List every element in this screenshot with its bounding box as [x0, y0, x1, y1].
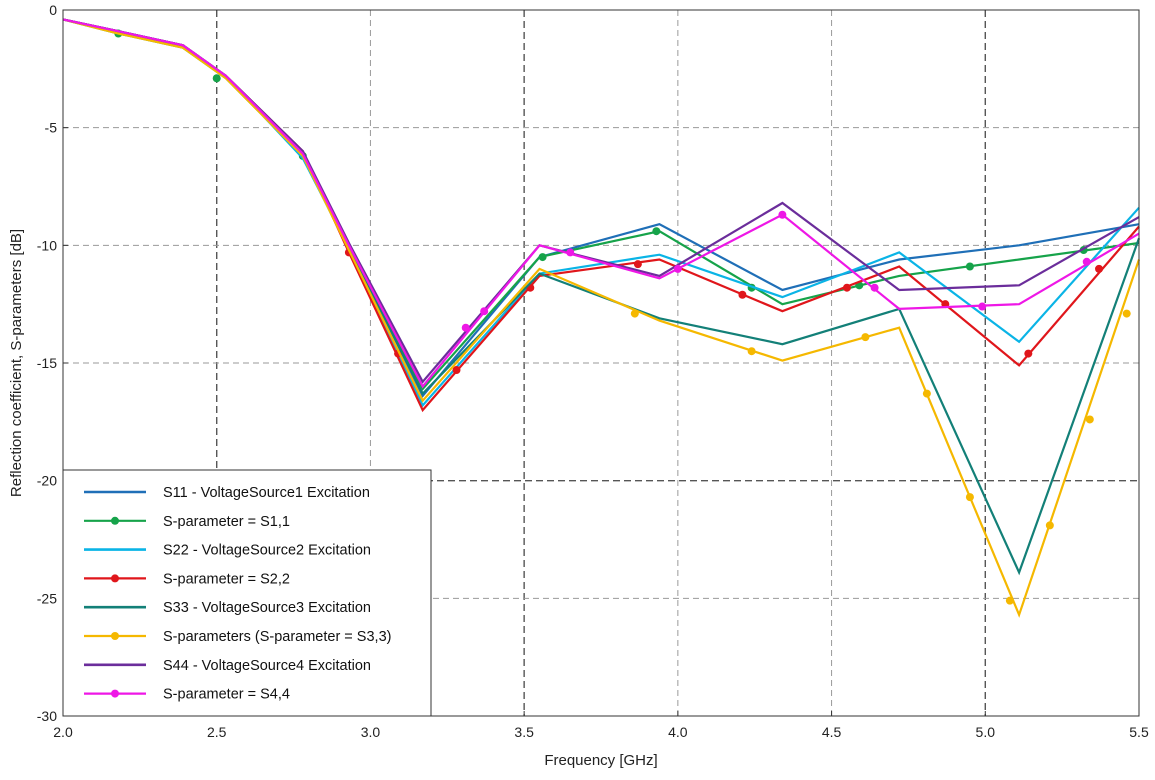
x-tick-label: 5.0 [976, 724, 996, 740]
legend-entry: S44 - VoltageSource4 Excitation [84, 658, 371, 674]
series-group [62, 18, 1141, 618]
legend-entry: S-parameter = S2,2 [84, 571, 290, 587]
x-tick-label: 3.5 [514, 724, 534, 740]
data-point [738, 290, 747, 299]
data-point [538, 253, 547, 262]
y-tick-label: -5 [45, 120, 58, 136]
y-axis-title: Reflection coefficient, S-parameters [dB… [8, 229, 25, 497]
data-point [965, 493, 974, 502]
data-point [1095, 264, 1104, 273]
legend-label: S33 - VoltageSource3 Excitation [163, 600, 371, 616]
data-point [778, 210, 787, 219]
legend-label: S22 - VoltageSource2 Excitation [163, 543, 371, 559]
x-tick-label: 4.5 [822, 724, 842, 740]
x-tick-label: 2.5 [207, 724, 227, 740]
y-tick-label: -25 [37, 590, 57, 606]
data-point [630, 309, 639, 318]
legend-entry: S11 - VoltageSource1 Excitation [84, 485, 370, 501]
data-point [870, 283, 879, 292]
legend-marker [111, 689, 119, 698]
legend-label: S-parameters (S-parameter = S3,3) [163, 629, 391, 645]
x-tick-label: 5.5 [1129, 724, 1149, 740]
x-tick-label: 3.0 [361, 724, 381, 740]
x-tick-label: 4.0 [668, 724, 688, 740]
data-point [633, 260, 642, 269]
series-line [62, 18, 1141, 618]
legend-entry: S-parameter = S1,1 [84, 514, 290, 530]
data-point [212, 74, 221, 83]
y-tick-label: -20 [37, 473, 57, 489]
data-point [1045, 521, 1054, 530]
y-tick-label: -15 [37, 355, 57, 371]
y-tick-label: 0 [49, 2, 57, 18]
data-point [1005, 596, 1014, 605]
data-point [452, 366, 461, 375]
legend-marker [111, 574, 119, 583]
y-tick-label: -30 [37, 708, 57, 724]
legend-entry: S22 - VoltageSource2 Excitation [84, 543, 371, 559]
legend-box [62, 469, 432, 717]
legend-entry: S-parameters (S-parameter = S3,3) [84, 629, 391, 645]
data-point [566, 248, 575, 257]
y-tick-label: -10 [37, 237, 57, 253]
legend-entry: S-parameter = S4,4 [84, 687, 290, 703]
series-line [62, 18, 1140, 389]
data-point [842, 283, 851, 292]
legend-marker [111, 632, 119, 640]
data-point [480, 307, 489, 316]
legend-entry: S33 - VoltageSource3 Excitation [84, 600, 371, 616]
x-tick-label: 2.0 [53, 724, 73, 740]
data-point [1024, 349, 1033, 358]
axis-ticks: 2.0 2.5 3.0 3.5 4.0 4.5 5.0 5.5 0 -5 -10 -15 -20 -25 -… [37, 2, 1149, 740]
data-point [1085, 415, 1094, 424]
data-point [461, 323, 470, 332]
data-point [673, 264, 682, 273]
x-axis-title: Frequency [GHz] [544, 752, 657, 769]
legend: S11 - VoltageSource1 Excitation S-paramet… [62, 469, 432, 717]
legend-label: S-parameter = S2,2 [163, 571, 290, 587]
data-point [652, 227, 661, 236]
data-point [861, 333, 870, 342]
legend-label: S-parameter = S4,4 [163, 687, 290, 703]
legend-label: S44 - VoltageSource4 Excitation [163, 658, 371, 674]
data-point [1122, 309, 1131, 318]
series-group [62, 18, 1140, 389]
data-point [978, 302, 987, 311]
legend-marker [111, 516, 119, 525]
data-point [965, 262, 974, 271]
data-point [1082, 257, 1091, 266]
data-point [747, 347, 756, 356]
legend-label: S-parameter = S1,1 [163, 514, 290, 530]
data-series [62, 18, 1141, 618]
data-point [922, 389, 931, 398]
legend-label: S11 - VoltageSource1 Excitation [163, 485, 370, 501]
